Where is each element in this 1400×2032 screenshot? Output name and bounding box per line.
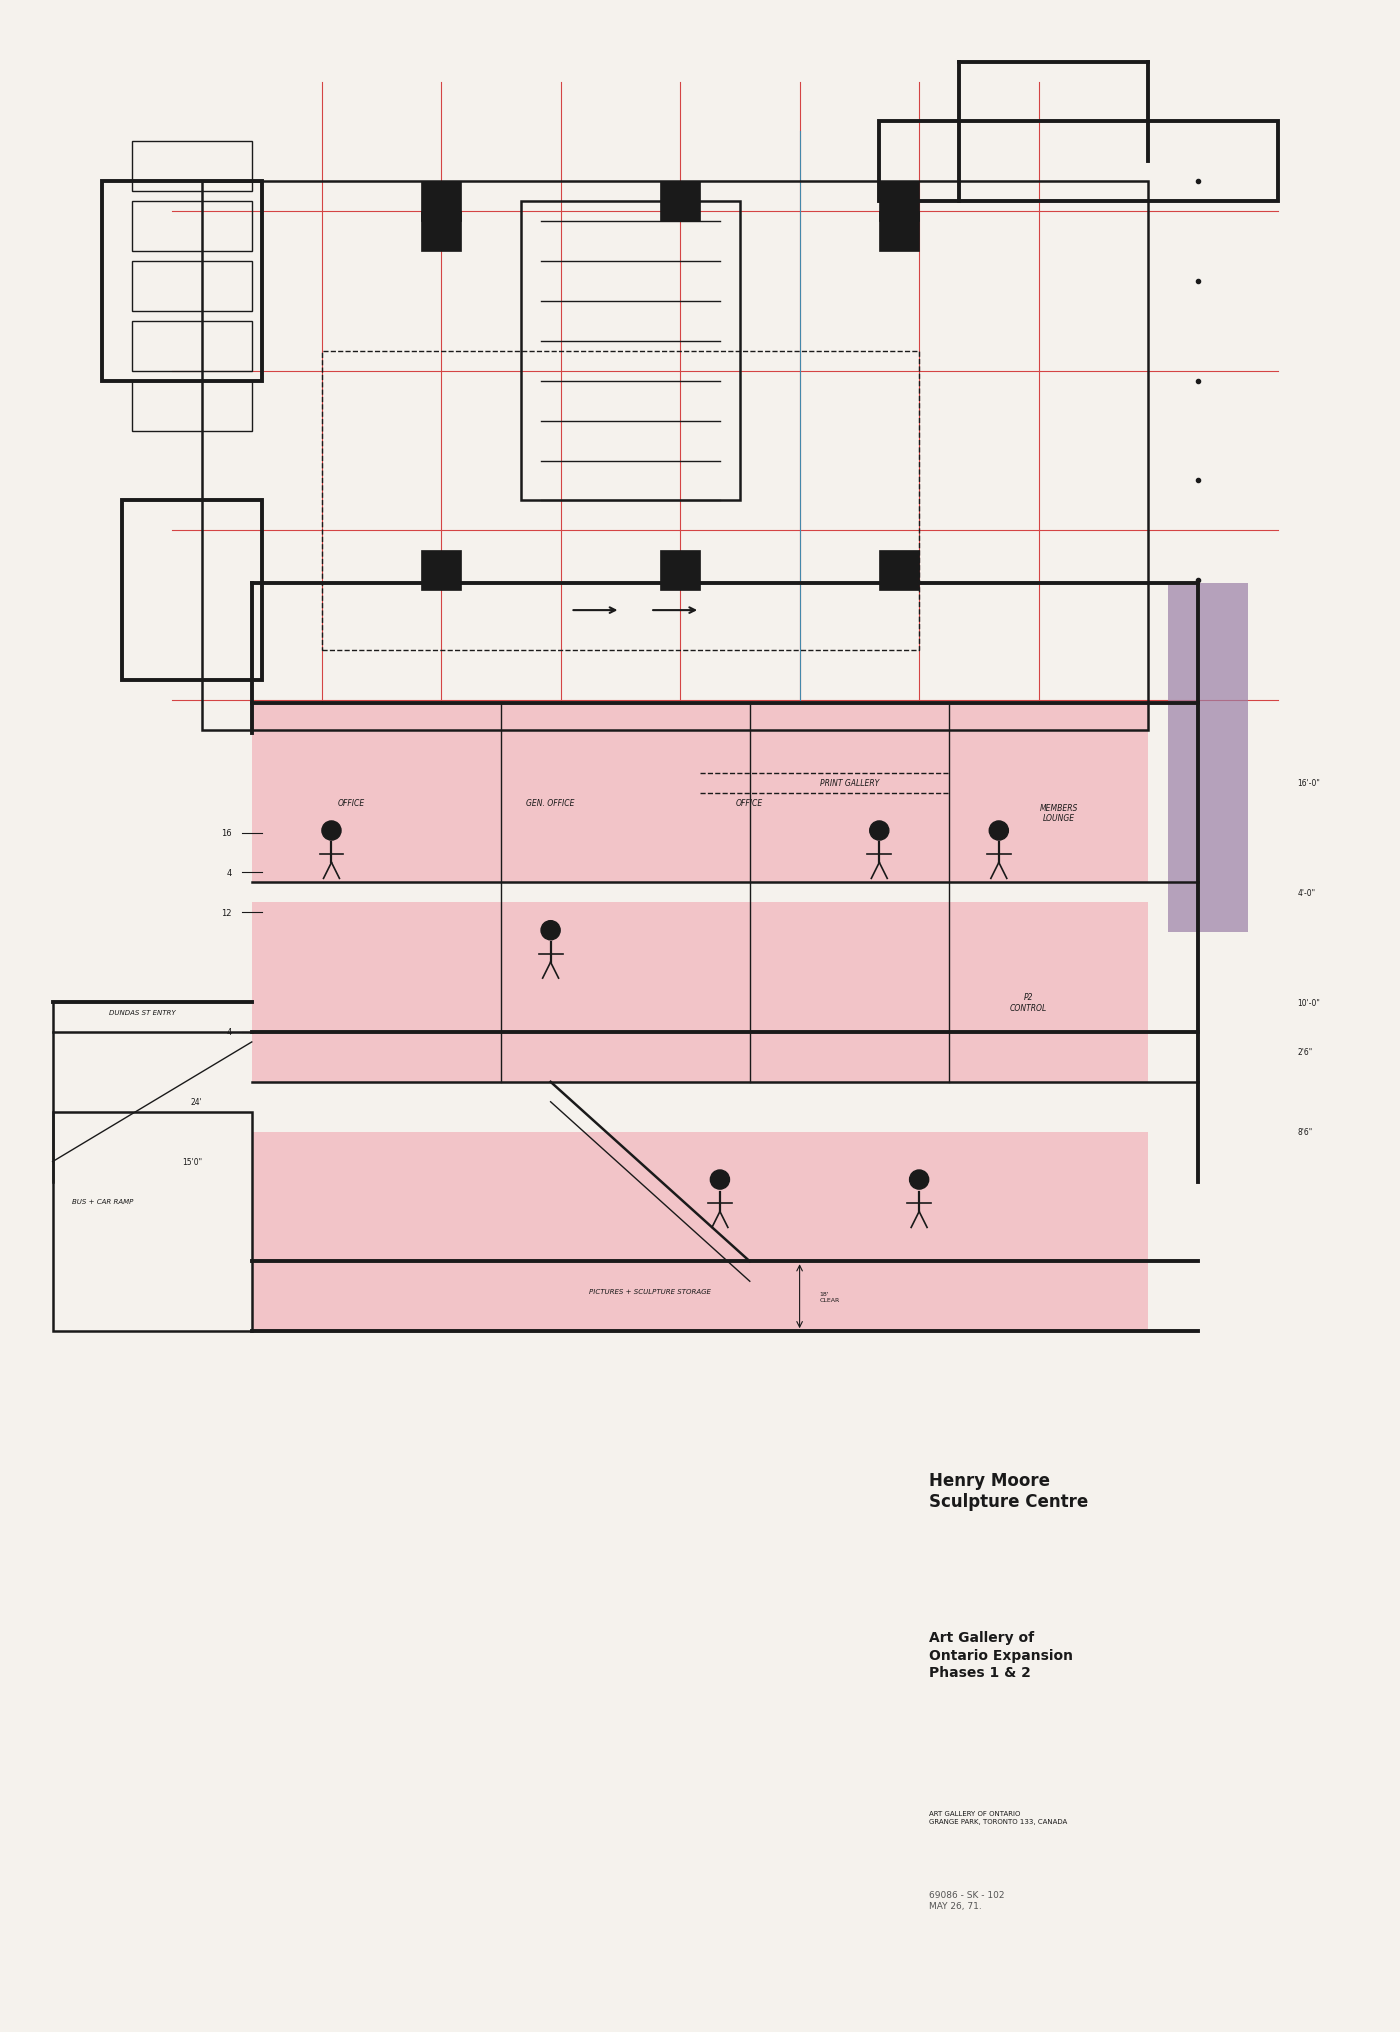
Bar xyxy=(661,551,700,591)
Bar xyxy=(879,211,920,252)
Text: 4'-0": 4'-0" xyxy=(1298,888,1316,898)
Text: OFFICE: OFFICE xyxy=(337,799,365,807)
Bar xyxy=(132,201,252,252)
Text: DUNDAS ST ENTRY: DUNDAS ST ENTRY xyxy=(109,1010,175,1016)
Bar xyxy=(132,321,252,372)
Text: MEMBERS
LOUNGE: MEMBERS LOUNGE xyxy=(1039,803,1078,823)
Bar xyxy=(661,183,700,221)
Circle shape xyxy=(540,920,560,941)
Bar xyxy=(879,183,920,221)
Bar xyxy=(421,551,461,591)
Text: 4: 4 xyxy=(227,868,232,878)
Circle shape xyxy=(869,821,889,841)
Bar xyxy=(202,183,1148,729)
Text: OFFICE: OFFICE xyxy=(736,799,763,807)
Text: P2
CONTROL: P2 CONTROL xyxy=(1009,994,1047,1012)
Circle shape xyxy=(910,1170,928,1189)
Bar xyxy=(322,352,920,650)
Bar xyxy=(421,211,461,252)
Bar xyxy=(132,262,252,311)
Bar xyxy=(1168,583,1247,933)
Bar xyxy=(521,201,739,502)
Circle shape xyxy=(710,1170,729,1189)
Text: 69086 - SK - 102
MAY 26, 71.: 69086 - SK - 102 MAY 26, 71. xyxy=(930,1890,1005,1910)
Circle shape xyxy=(990,821,1008,841)
Text: 12: 12 xyxy=(221,908,232,916)
Bar xyxy=(421,183,461,221)
Text: GEN. OFFICE: GEN. OFFICE xyxy=(526,799,575,807)
Text: PICTURES + SCULPTURE STORAGE: PICTURES + SCULPTURE STORAGE xyxy=(589,1288,711,1294)
Text: 15'0": 15'0" xyxy=(182,1158,202,1166)
Bar xyxy=(252,902,1148,1083)
Text: 10'-0": 10'-0" xyxy=(1298,998,1320,1008)
Text: Art Gallery of
Ontario Expansion
Phases 1 & 2: Art Gallery of Ontario Expansion Phases … xyxy=(930,1630,1072,1678)
Text: 16'-0": 16'-0" xyxy=(1298,778,1320,788)
Text: ART GALLERY OF ONTARIO
GRANGE PARK, TORONTO 133, CANADA: ART GALLERY OF ONTARIO GRANGE PARK, TORO… xyxy=(930,1811,1067,1825)
Text: 2'6": 2'6" xyxy=(1298,1049,1313,1057)
Text: BUS + CAR RAMP: BUS + CAR RAMP xyxy=(71,1199,133,1205)
Bar xyxy=(102,183,262,382)
Text: 24': 24' xyxy=(190,1097,202,1107)
Bar xyxy=(879,122,1278,201)
Text: 16: 16 xyxy=(221,829,232,837)
Bar xyxy=(132,382,252,431)
Text: 8'6": 8'6" xyxy=(1298,1128,1313,1136)
Circle shape xyxy=(322,821,342,841)
Text: PRINT GALLERY: PRINT GALLERY xyxy=(820,778,879,788)
Bar xyxy=(122,502,262,681)
Bar xyxy=(53,1112,252,1331)
Text: 4: 4 xyxy=(227,1028,232,1036)
Bar xyxy=(252,703,1148,884)
Bar xyxy=(252,1132,1148,1331)
Text: 18'
CLEAR: 18' CLEAR xyxy=(819,1290,840,1303)
Bar xyxy=(132,142,252,193)
Bar xyxy=(879,551,920,591)
Text: Henry Moore
Sculpture Centre: Henry Moore Sculpture Centre xyxy=(930,1471,1088,1510)
